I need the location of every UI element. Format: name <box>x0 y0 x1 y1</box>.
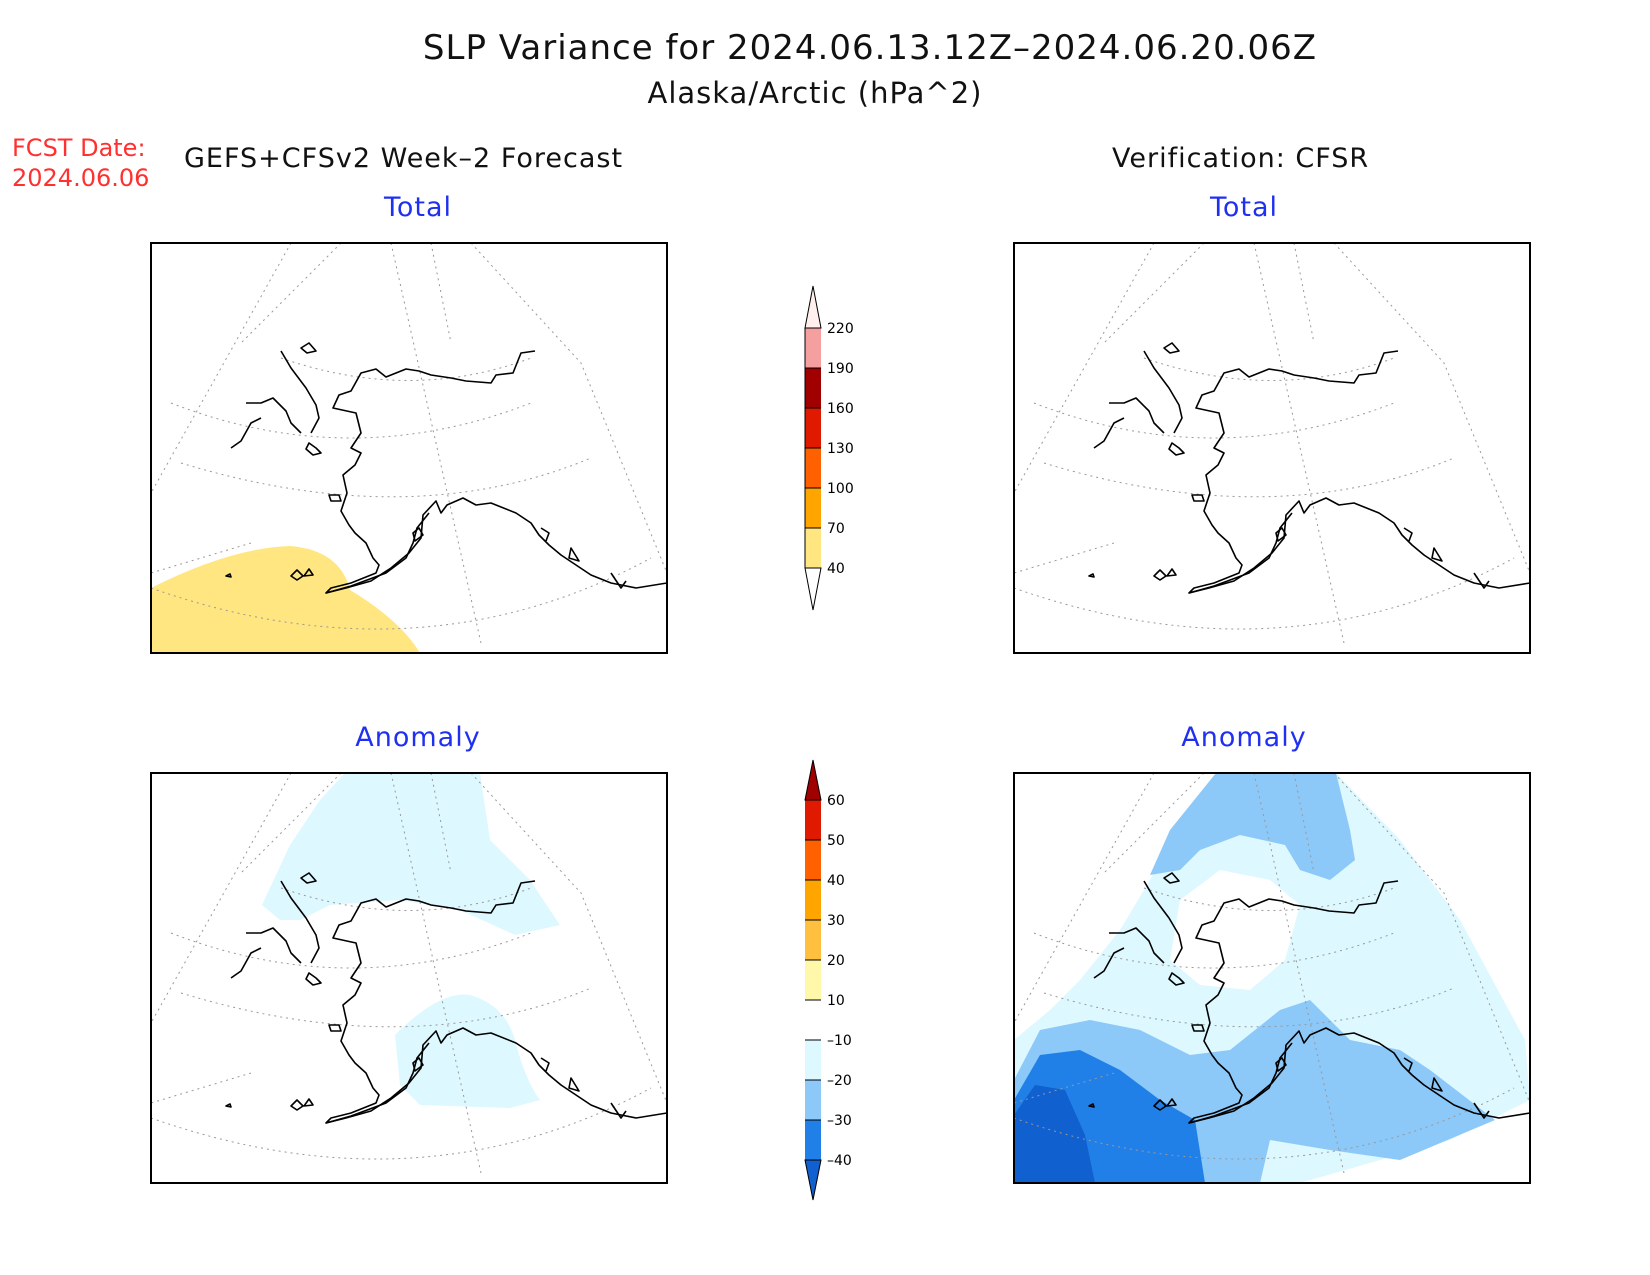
colorbar-tick-label: 100 <box>827 481 854 497</box>
colorbar-tick-label: –10 <box>827 1033 852 1049</box>
fcst-date-value: 2024.06.06 <box>12 164 150 192</box>
colorbar-tick-label: 40 <box>827 873 845 889</box>
colorbar-max-triangle <box>804 759 822 801</box>
verification-anomaly-shading-20-top <box>1150 773 1355 880</box>
colorbar-tick-label: 70 <box>827 521 845 537</box>
verification-header: Verification: CFSR <box>1112 143 1370 174</box>
colorbar-swatch <box>805 528 821 568</box>
forecast-total-shading-40 <box>151 546 420 653</box>
colorbar-tick-label: 10 <box>827 993 845 1009</box>
colorbar-tick-label: 20 <box>827 953 845 969</box>
colorbar-tick-label: 40 <box>827 561 845 577</box>
colorbar-swatch <box>805 960 821 1000</box>
colorbar-tick-label: 30 <box>827 913 845 929</box>
colorbar-tick-label: 130 <box>827 441 854 457</box>
colorbar-swatch <box>805 328 821 368</box>
colorbar-swatch <box>805 1120 821 1160</box>
fcst-date-label: FCST Date: <box>12 134 146 162</box>
colorbar-max-triangle <box>804 285 822 329</box>
colorbar-tick-label: –40 <box>827 1153 852 1169</box>
forecast-total-title: Total <box>383 192 453 223</box>
forecast-total-map <box>150 242 668 654</box>
anomaly-colorbar: –40 –30 –20 –10 10 20 30 40 50 60 <box>804 759 852 1201</box>
colorbar-swatch <box>805 368 821 408</box>
forecast-anomaly-map <box>150 772 668 1184</box>
colorbar-tick-label: 50 <box>827 833 845 849</box>
colorbar-swatch <box>805 920 821 960</box>
colorbar-swatch <box>805 448 821 488</box>
colorbar-swatch <box>805 408 821 448</box>
total-colorbar: 40 70 100 130 160 190 220 <box>804 285 854 611</box>
verification-anomaly-shading-40 <box>1014 1085 1095 1183</box>
verification-total-title: Total <box>1209 192 1279 223</box>
colorbar-tick-label: 220 <box>827 321 854 337</box>
colorbar-min-triangle <box>804 567 822 611</box>
map-title: SLP Variance for 2024.06.13.12Z–2024.06.… <box>422 28 1318 68</box>
colorbar-min-triangle <box>804 1159 822 1201</box>
forecast-anomaly-shading-top <box>262 773 560 935</box>
colorbar-tick-label: –30 <box>827 1113 852 1129</box>
forecast-header: GEFS+CFSv2 Week–2 Forecast <box>184 143 624 174</box>
colorbar-swatch <box>805 880 821 920</box>
colorbar-swatch <box>805 1000 821 1040</box>
colorbar-swatch <box>805 1040 821 1080</box>
colorbar-swatch <box>805 840 821 880</box>
colorbar-tick-label: 190 <box>827 361 854 377</box>
colorbar-swatch <box>805 800 821 840</box>
colorbar-tick-label: 160 <box>827 401 854 417</box>
map-subtitle: Alaska/Arctic (hPa^2) <box>647 76 983 110</box>
forecast-anomaly-title: Anomaly <box>355 722 481 753</box>
colorbar-swatch <box>805 1080 821 1120</box>
forecast-anomaly-shading-south <box>395 994 540 1108</box>
verification-total-map <box>1013 242 1531 654</box>
verification-anomaly-title: Anomaly <box>1181 722 1307 753</box>
verification-anomaly-map <box>1013 772 1531 1184</box>
colorbar-swatch <box>805 488 821 528</box>
colorbar-tick-label: 60 <box>827 793 845 809</box>
colorbar-tick-label: –20 <box>827 1073 852 1089</box>
